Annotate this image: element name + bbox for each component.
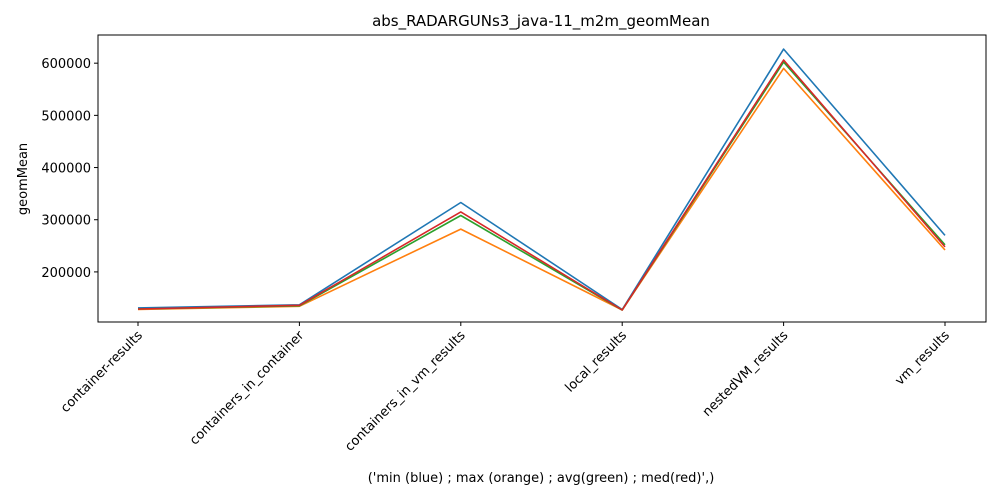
y-tick-label: 300000 [41, 214, 91, 229]
x-axis-label: ('min (blue) ; max (orange) ; avg(green)… [368, 471, 715, 486]
x-tick-label: vm_results [892, 328, 953, 389]
series-lines [137, 48, 946, 311]
series-line-1 [137, 67, 946, 311]
x-tick-label: container-results [58, 328, 146, 416]
y-tick-label: 500000 [41, 109, 91, 124]
y-axis: 200000 300000 400000 500000 600000 [41, 57, 98, 281]
x-tick-label: containers_in_container [187, 328, 308, 449]
x-tick-label: local_results [563, 328, 631, 396]
chart-title: abs_RADARGUNs3_java-11_m2m_geomMean [372, 12, 710, 31]
y-tick-label: 200000 [41, 266, 91, 281]
x-tick-label: nestedVM_results [700, 328, 792, 420]
y-tick-label: 400000 [41, 162, 91, 177]
y-axis-label: geomMean [16, 143, 31, 215]
series-line-2 [137, 61, 946, 311]
x-axis: container-results containers_in_container… [58, 322, 953, 455]
plot-area [97, 34, 987, 323]
y-tick-label: 600000 [41, 57, 91, 72]
x-tick-label: containers_in_vm_results [342, 328, 468, 454]
series-line-3 [137, 59, 946, 311]
